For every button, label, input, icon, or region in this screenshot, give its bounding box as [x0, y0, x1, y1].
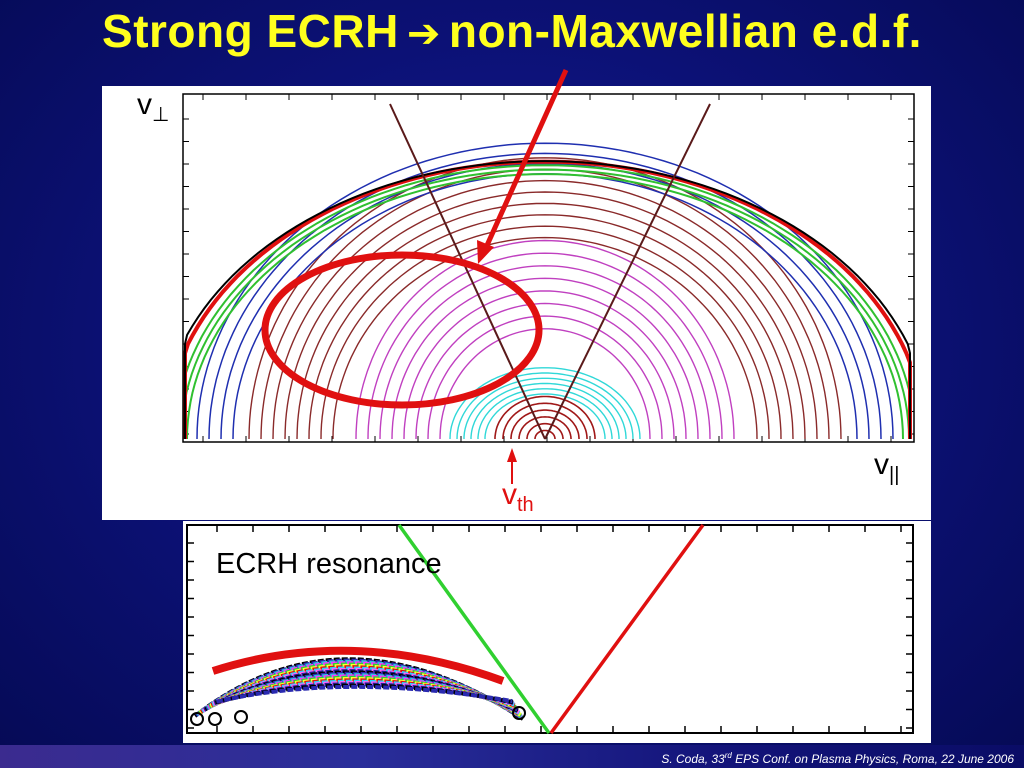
curl-mark: [208, 712, 222, 726]
plot-frame: [186, 524, 914, 734]
core-contour: [526, 422, 564, 439]
cyan-contour: [470, 382, 620, 439]
footer-bar: [0, 745, 1024, 768]
thermal-velocity-label: vth: [502, 478, 534, 516]
green-contour: [186, 173, 904, 440]
plot-frame: [182, 93, 915, 443]
resonance-plot-svg: [186, 523, 914, 735]
left-mask-2: [102, 86, 170, 456]
distribution-core-band: [211, 646, 505, 685]
core-contour: [494, 395, 596, 439]
curl-mark: [234, 710, 248, 724]
distribution-band: [215, 684, 513, 704]
brown-contour: [272, 179, 818, 440]
resonance-line-green: [397, 523, 551, 735]
magenta-contour: [379, 265, 711, 440]
core-contour: [534, 429, 556, 439]
magenta-contour: [391, 277, 699, 440]
cyan-contour: [477, 388, 613, 439]
core-contour: [502, 402, 588, 439]
blue-contour: [220, 162, 870, 440]
curl-mark: [512, 706, 526, 720]
x-axis-label: v||: [874, 448, 900, 486]
magenta-contour: [367, 252, 723, 440]
footer-citation: S. Coda, 33rd EPS Conf. on Plasma Physic…: [661, 751, 1014, 766]
title-part2: non-Maxwellian e.d.f.: [448, 5, 922, 57]
slide-title: Strong ECRH ➔ non-Maxwellian e.d.f.: [0, 4, 1024, 58]
magenta-contour: [355, 239, 735, 440]
contour-plot-svg: [102, 86, 924, 520]
cyan-contour: [484, 393, 606, 439]
boundary-line-right: [544, 103, 711, 440]
bottom-mask: [183, 442, 924, 520]
y-axis-label: v⊥: [137, 88, 170, 126]
distribution-function-plot: [102, 86, 931, 520]
arrow-right-icon: ➔: [406, 12, 441, 56]
curl-mark: [190, 712, 204, 726]
core-contour: [518, 416, 572, 439]
green-contour: [184, 168, 910, 440]
cyan-contour: [463, 377, 627, 439]
ecrh-resonance-label: ECRH resonance: [216, 548, 442, 580]
title-part1: Strong ECRH: [102, 5, 399, 57]
core-contour: [510, 409, 580, 439]
resonance-line-red: [549, 523, 705, 735]
brown-contour: [320, 225, 770, 440]
ecrh-resonance-plot: [183, 521, 931, 743]
